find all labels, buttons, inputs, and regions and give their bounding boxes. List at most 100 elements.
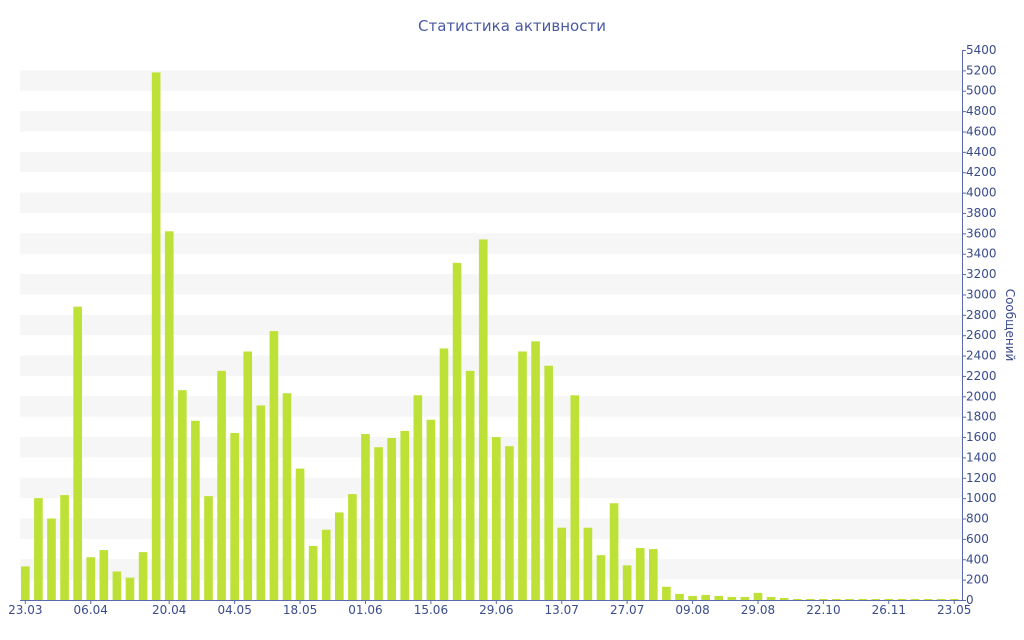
grid-band [20, 477, 962, 499]
grid-band [20, 355, 962, 376]
bar [112, 571, 122, 600]
y-tick-label: 200 [966, 573, 989, 587]
y-tick-label: 3800 [966, 206, 997, 220]
bar [858, 598, 867, 600]
grid-band [20, 111, 962, 132]
bar [740, 596, 750, 600]
bar [779, 597, 789, 600]
y-tick-label: 3000 [966, 287, 997, 301]
y-tick-label: 1600 [966, 430, 997, 444]
bar [60, 495, 69, 600]
bar [832, 598, 841, 600]
x-tick-label: 22.10 [806, 603, 840, 617]
bar [387, 438, 396, 600]
y-tick-label: 800 [966, 512, 989, 526]
bar [99, 550, 109, 600]
bar [518, 351, 527, 600]
bar [361, 433, 370, 600]
bar [701, 594, 710, 600]
y-tick-label: 1200 [966, 471, 997, 485]
y-tick-label: 600 [966, 532, 989, 546]
bar [622, 565, 632, 600]
y-tick-label: 2000 [966, 389, 997, 403]
bar [609, 503, 619, 600]
y-tick-label: 5000 [966, 84, 997, 98]
bar [295, 468, 305, 600]
y-tick-label: 5400 [966, 43, 997, 57]
bar [544, 365, 553, 600]
bar [492, 437, 501, 600]
bar [34, 498, 43, 600]
bar [374, 447, 383, 600]
bar [86, 557, 96, 600]
bar [335, 512, 344, 600]
bar [125, 577, 135, 600]
bar [923, 598, 933, 600]
x-tick-label: 04.05 [217, 603, 251, 617]
bar [243, 351, 253, 600]
y-tick-label: 4000 [966, 186, 997, 200]
bar [949, 598, 959, 600]
bar [596, 555, 606, 600]
grid-band [20, 314, 962, 336]
bar [766, 596, 776, 600]
bar [230, 432, 239, 600]
bar [439, 348, 449, 600]
y-tick-label: 2800 [966, 308, 997, 322]
x-tick-label: 29.08 [741, 603, 775, 617]
grid-bands [20, 70, 962, 580]
grid-band [20, 518, 962, 539]
bar [321, 529, 331, 600]
bar-series [21, 72, 959, 600]
x-tick-label: 09.08 [675, 603, 709, 617]
bar [21, 566, 30, 600]
grid-band [20, 192, 962, 213]
bar [269, 331, 279, 600]
bar [819, 598, 828, 600]
bar [73, 306, 82, 600]
bar [910, 598, 920, 600]
x-tick-label: 18.05 [283, 603, 317, 617]
x-tick-label: 13.07 [545, 603, 579, 617]
bar [583, 527, 593, 600]
bar [426, 419, 436, 600]
bar [792, 598, 802, 600]
y-tick-label: 4200 [966, 165, 997, 179]
x-tick-label: 27.07 [610, 603, 644, 617]
x-tick-label: 01.06 [348, 603, 382, 617]
y-tick-label: 3600 [966, 226, 997, 240]
bar [675, 593, 684, 600]
bar [505, 446, 514, 600]
bar [217, 370, 226, 600]
bar [806, 598, 815, 600]
x-tick-label: 20.04 [152, 603, 186, 617]
bar [936, 598, 946, 600]
bar [282, 393, 292, 600]
bar [727, 596, 737, 600]
y-tick-label: 4800 [966, 104, 997, 118]
bar [531, 341, 540, 600]
grid-band [20, 396, 962, 417]
x-tick-label: 23.03 [8, 603, 42, 617]
bar [714, 595, 724, 600]
bar [400, 430, 410, 600]
bar [845, 598, 854, 600]
y-tick-label: 1000 [966, 491, 997, 505]
y-tick-label: 2600 [966, 328, 997, 342]
y-tick-label: 400 [966, 552, 989, 566]
grid-band [20, 274, 962, 295]
bar [47, 518, 56, 600]
bar [662, 586, 671, 600]
bar [884, 598, 894, 600]
x-tick-label: 23.05 [937, 603, 971, 617]
grid-band [20, 70, 962, 91]
bar [138, 552, 148, 600]
x-tick-label: 15.06 [414, 603, 448, 617]
bar [649, 549, 658, 600]
y-tick-label: 2400 [966, 349, 997, 363]
chart-title: Статистика активности [418, 17, 606, 35]
bar [151, 72, 161, 600]
bar [557, 527, 567, 600]
y-tick-label: 1400 [966, 450, 997, 464]
